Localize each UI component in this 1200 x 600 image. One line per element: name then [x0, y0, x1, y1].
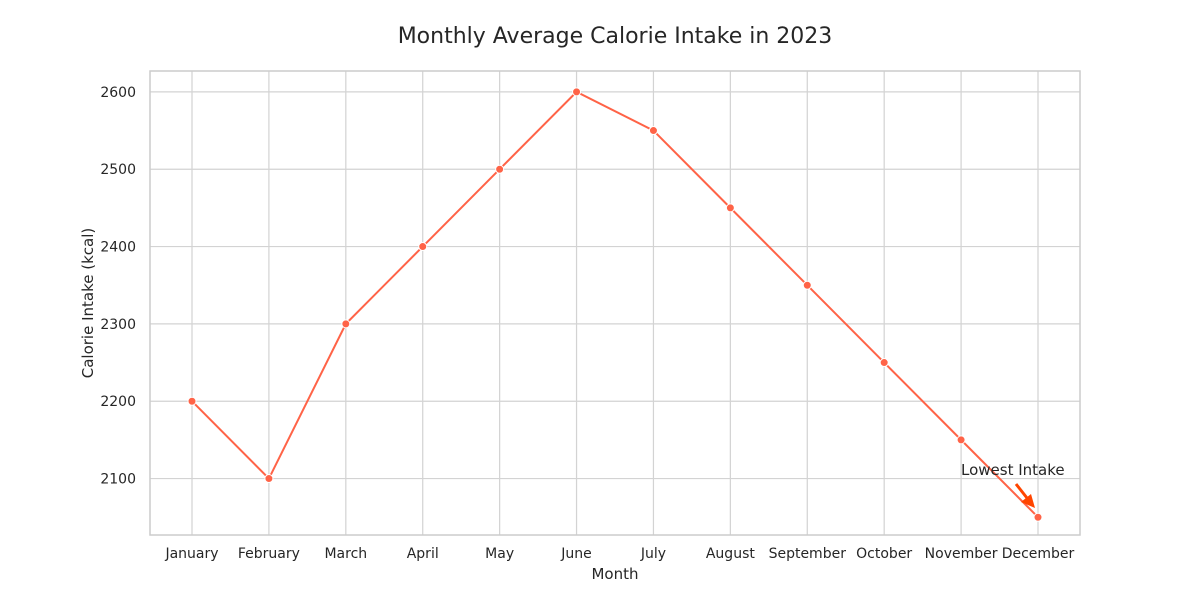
- data-point: [418, 242, 428, 252]
- annotation-text: Lowest Intake: [961, 461, 1065, 479]
- x-tick-labels: January February March April May June July Augu…: [164, 546, 1074, 562]
- data-point: [264, 474, 274, 484]
- x-tick-label: December: [1002, 546, 1075, 562]
- y-gridlines: [150, 91, 1080, 480]
- annotation-arrow: [1014, 483, 1029, 499]
- plot-area-frame: [149, 70, 1081, 536]
- y-tick-label: 2600: [100, 85, 136, 101]
- data-point: [187, 396, 197, 406]
- y-tick-label: 2300: [100, 317, 136, 333]
- x-tick-label: April: [407, 546, 439, 562]
- x-tick-label: May: [485, 546, 514, 562]
- x-tick-label: October: [856, 546, 912, 562]
- x-tick-label: September: [769, 546, 847, 562]
- y-axis-label: Calorie Intake (kcal): [79, 228, 97, 379]
- data-point: [341, 319, 351, 329]
- x-tick-label: August: [706, 546, 756, 562]
- data-point: [725, 203, 735, 213]
- annotation-arrowhead: [1021, 494, 1035, 508]
- x-gridlines: [191, 71, 1039, 535]
- lowest-intake-annotation: Lowest Intake: [961, 461, 1065, 508]
- data-point: [956, 435, 966, 445]
- y-tick-label: 2500: [100, 162, 136, 178]
- data-point: [802, 280, 812, 290]
- chart-title: Monthly Average Calorie Intake in 2023: [398, 24, 833, 49]
- x-tick-label: January: [164, 546, 218, 562]
- x-tick-label: June: [560, 546, 592, 562]
- y-tick-label: 2400: [100, 240, 136, 256]
- series-line: [191, 90, 1039, 518]
- x-tick-label: July: [640, 546, 666, 562]
- x-tick-label: February: [238, 546, 300, 562]
- y-tick-label: 2200: [100, 394, 136, 410]
- y-tick-label: 2100: [100, 472, 136, 488]
- series-points: [187, 87, 1043, 522]
- x-tick-label: November: [925, 546, 998, 562]
- data-point: [572, 87, 582, 97]
- data-point: [495, 164, 505, 174]
- x-tick-label: March: [324, 546, 367, 562]
- data-point: [1033, 512, 1043, 522]
- y-tick-labels: 2100 2200 2300 2400 2500 2600: [100, 85, 136, 488]
- x-axis-label: Month: [591, 565, 638, 583]
- data-point: [879, 358, 889, 368]
- data-point: [648, 126, 658, 136]
